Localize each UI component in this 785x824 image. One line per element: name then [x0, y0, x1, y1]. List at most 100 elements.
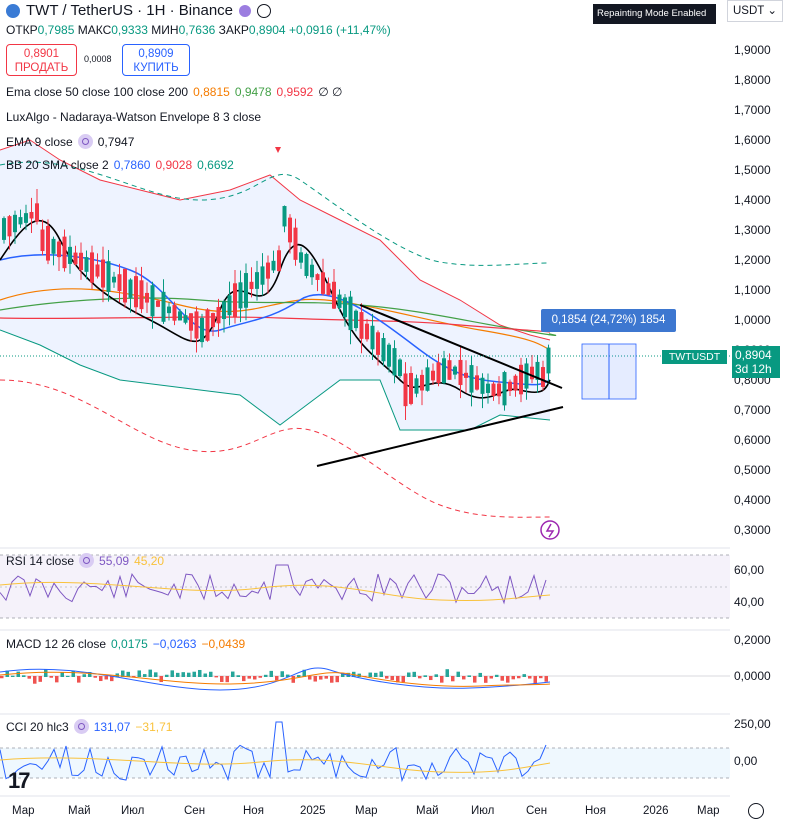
time-axis-label: Мар	[12, 805, 35, 817]
macd-legend[interactable]: MACD 12 26 close 0,0175 −0,0263 −0,0439	[6, 637, 246, 651]
price-axis-label: 0,3000	[734, 523, 771, 537]
macd-hist-bar	[264, 674, 268, 677]
candle-body	[255, 272, 259, 289]
candle-body	[51, 238, 56, 254]
candle-body	[29, 211, 34, 219]
candle-body	[299, 252, 303, 263]
macd-hist-bar	[478, 672, 482, 677]
price-axis-label: 1,2000	[734, 253, 771, 267]
macd-hist-bar	[110, 676, 114, 682]
macd-hist-bar	[330, 676, 334, 683]
peak-arrow-icon	[275, 147, 281, 153]
candle-body	[194, 311, 199, 339]
candle-body	[35, 203, 39, 222]
macd-hist-bar	[148, 669, 152, 677]
eye-icon[interactable]	[257, 3, 272, 18]
macd-axis-zero: 0,0000	[734, 669, 771, 683]
rsi-axis-60: 60,00	[734, 563, 765, 577]
symbol-title[interactable]: TWT / TetherUS · 1H · Binance	[26, 2, 234, 19]
ticker-tag: TWTUSDT	[662, 350, 727, 364]
candle-body	[502, 372, 507, 406]
rsi-axis-40: 40,00	[734, 595, 765, 609]
time-axis-label: Май	[68, 805, 91, 817]
candle-body	[211, 313, 215, 328]
candle-body	[189, 313, 193, 331]
candle-body	[216, 306, 221, 324]
candle-body	[326, 283, 331, 295]
measure-label: 0,1854 (24,72%) 1854	[541, 309, 676, 332]
candle-body	[403, 373, 408, 407]
indicator-ema9-legend[interactable]: EMA 9 close 0,7947	[6, 134, 135, 149]
candle-body	[541, 367, 545, 387]
macd-hist-bar	[528, 676, 532, 679]
time-axis-label: 2026	[643, 805, 669, 817]
candle-body	[359, 312, 364, 339]
macd-hist-bar	[93, 676, 97, 678]
candle-body	[18, 217, 23, 225]
macd-hist-bar	[16, 671, 20, 677]
macd-hist-bar	[192, 671, 196, 677]
price-axis-label: 1,0000	[734, 313, 771, 327]
macd-hist-bar	[374, 672, 378, 677]
price-axis-label: 1,4000	[734, 193, 771, 207]
settings-icon[interactable]	[79, 553, 95, 568]
tradingview-logo-icon: 17	[8, 768, 31, 793]
cci-line	[0, 721, 547, 783]
candle-body	[315, 274, 320, 280]
indicator-ema-legend[interactable]: Ema close 50 close 100 close 200 0,8815 …	[6, 85, 343, 99]
candle-body	[497, 383, 501, 397]
indicator-luxalgo-legend[interactable]: LuxAlgo - Nadaraya-Watson Envelope 8 3 c…	[6, 110, 262, 124]
macd-hist-bar	[214, 676, 218, 678]
sell-button[interactable]: 0,8901 ПРОДАТЬ	[6, 44, 77, 76]
candle-body	[370, 325, 375, 350]
macd-hist-bar	[143, 674, 147, 677]
macd-hist-bar	[302, 669, 306, 677]
candle-body	[414, 378, 419, 394]
candle-body	[546, 347, 551, 374]
candle-body	[150, 285, 155, 317]
trendline-lower	[316, 406, 564, 467]
candle-body	[365, 323, 369, 340]
candle-body	[57, 241, 61, 258]
bb-basis-line	[0, 254, 551, 386]
price-chart[interactable]	[0, 0, 730, 800]
symbol-header[interactable]: TWT / TetherUS · 1H · Binance	[6, 2, 272, 19]
macd-hist-bar	[484, 676, 488, 683]
macd-hist-bar	[60, 672, 64, 677]
candle-body	[486, 383, 490, 393]
macd-hist-bar	[220, 676, 224, 682]
settings-icon[interactable]	[73, 719, 89, 734]
macd-hist-bar	[121, 670, 125, 677]
buy-button[interactable]: 0,8909 КУПИТЬ	[122, 44, 190, 76]
sell-price: 0,8901	[23, 48, 60, 60]
candle-body	[332, 281, 336, 309]
candle-body	[271, 260, 276, 271]
change-value: +0,0916 (+11,47%)	[288, 23, 391, 37]
macd-hist-bar	[379, 671, 383, 677]
candle-body	[68, 246, 72, 264]
candle-body	[453, 366, 457, 375]
candle-body	[139, 280, 144, 310]
indicator-bb-legend[interactable]: BB 20 SMA close 2 0,7860 0,9028 0,6692	[6, 158, 234, 172]
candle-body	[321, 272, 325, 294]
candle-body	[260, 266, 265, 285]
candle-body	[288, 217, 292, 243]
rsi-legend[interactable]: RSI 14 close 55,09 45,20	[6, 553, 165, 568]
time-axis-label: Сен	[526, 805, 548, 817]
macd-hist-bar	[231, 671, 235, 677]
cci-legend[interactable]: CCI 20 hlc3 131,07 −31,71	[6, 719, 173, 734]
chevron-down-icon: ⌄	[767, 5, 777, 17]
price-axis-label: 1,5000	[734, 163, 771, 177]
macd-axis-top: 0,2000	[734, 633, 771, 647]
currency-select[interactable]: USDT ⌄	[727, 0, 783, 22]
macd-hist-bar	[473, 676, 477, 683]
price-axis-label: 1,8000	[734, 73, 771, 87]
settings-icon[interactable]	[77, 134, 93, 149]
toolbar-icons[interactable]	[676, 4, 716, 22]
settings-gear-icon[interactable]	[748, 803, 764, 819]
macd-hist-bar	[71, 671, 75, 677]
candle-body	[442, 358, 446, 384]
macd-hist-bar	[33, 676, 37, 684]
market-status-icon[interactable]	[239, 4, 252, 17]
candle-body	[84, 257, 89, 272]
